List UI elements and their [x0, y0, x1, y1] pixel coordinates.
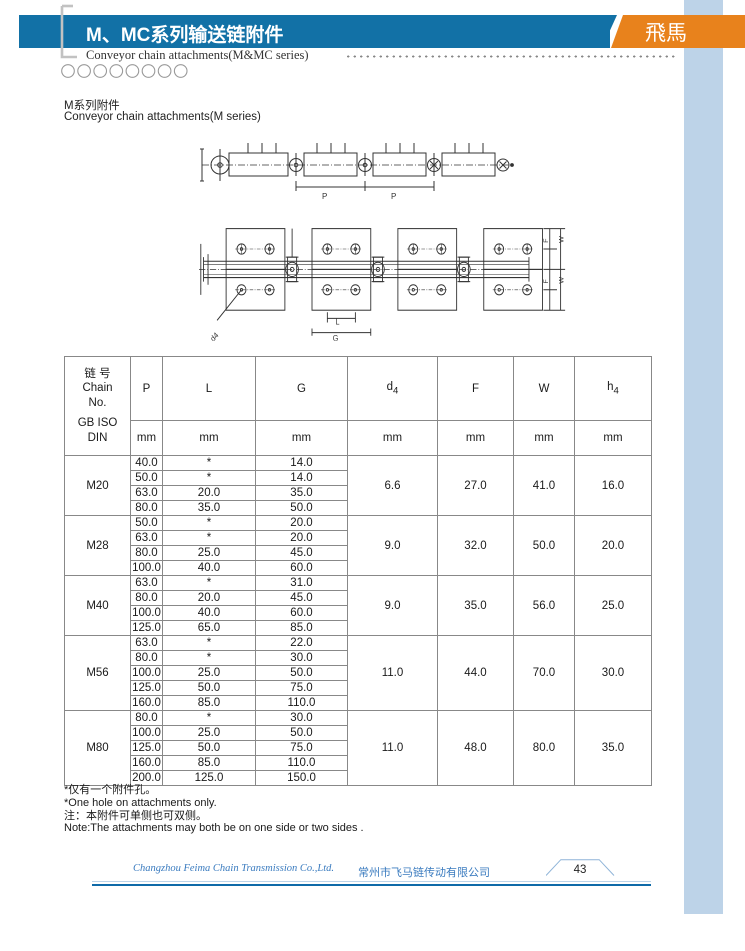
svg-text:43: 43 — [574, 864, 587, 876]
svg-text:W: W — [559, 235, 566, 242]
svg-text:L: L — [336, 317, 341, 327]
svg-text:F: F — [543, 279, 550, 283]
svg-text:d4: d4 — [209, 330, 221, 341]
svg-text:G: G — [333, 333, 339, 340]
svg-text:W: W — [559, 276, 566, 283]
svg-text:F: F — [543, 239, 550, 243]
svg-text:飛馬: 飛馬 — [645, 22, 687, 45]
